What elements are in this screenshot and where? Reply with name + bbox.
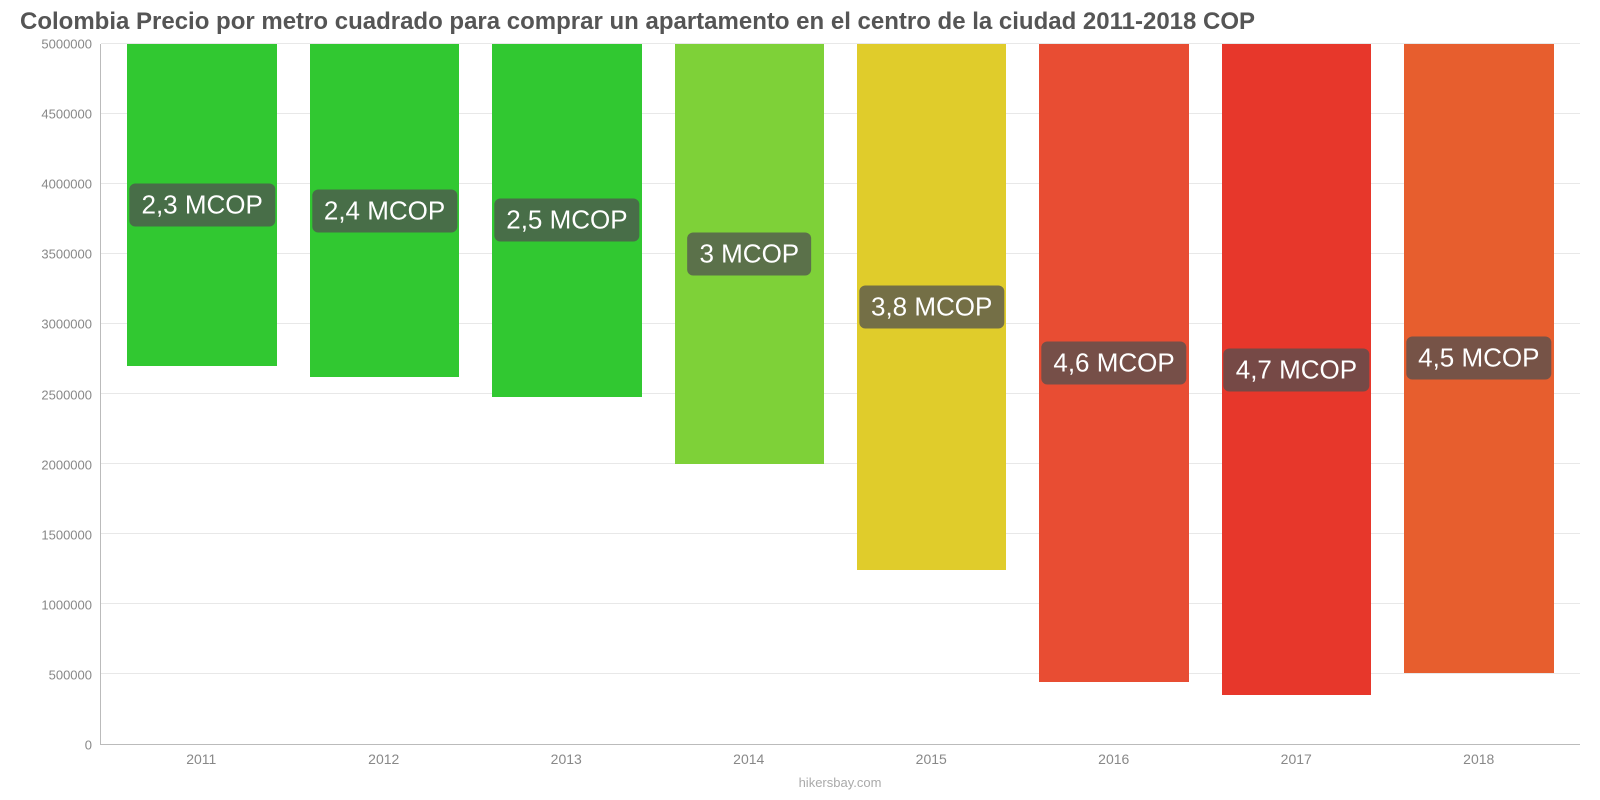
bar: 4,6 MCOP	[1039, 44, 1189, 682]
y-tick-label: 5000000	[22, 37, 92, 52]
y-tick-label: 4500000	[22, 107, 92, 122]
x-tick-label: 2013	[475, 745, 658, 773]
y-tick-label: 3000000	[22, 317, 92, 332]
y-tick-label: 1500000	[22, 527, 92, 542]
x-ticks: 20112012201320142015201620172018	[100, 745, 1580, 773]
bar: 2,3 MCOP	[127, 44, 277, 366]
bar-slot: 3,8 MCOP	[841, 44, 1023, 744]
chart-container: Colombia Precio por metro cuadrado para …	[0, 0, 1600, 800]
x-tick-label: 2011	[110, 745, 293, 773]
bar: 4,5 MCOP	[1404, 44, 1554, 673]
bar-slot: 2,3 MCOP	[111, 44, 293, 744]
bar-slot: 4,6 MCOP	[1023, 44, 1205, 744]
bar-value-label: 4,5 MCOP	[1406, 337, 1551, 380]
plot-area: 2,3 MCOP 2,4 MCOP 2,5 MCOP 3 MCOP 3,8 MCOP 4,…	[100, 44, 1580, 745]
y-tick-label: 2000000	[22, 457, 92, 472]
x-axis: 20112012201320142015201620172018	[20, 745, 1580, 773]
bars-group: 2,3 MCOP 2,4 MCOP 2,5 MCOP 3 MCOP 3,8 MCOP 4,…	[101, 44, 1580, 744]
bar-value-label: 4,6 MCOP	[1041, 342, 1186, 385]
bar-slot: 3 MCOP	[658, 44, 840, 744]
x-tick-label: 2017	[1205, 745, 1388, 773]
y-tick-label: 3500000	[22, 247, 92, 262]
bar-slot: 2,4 MCOP	[293, 44, 475, 744]
bar: 3 MCOP	[675, 44, 825, 464]
y-tick-label: 2500000	[22, 387, 92, 402]
x-tick-label: 2012	[293, 745, 476, 773]
bar-slot: 2,5 MCOP	[476, 44, 658, 744]
bar-value-label: 3,8 MCOP	[859, 286, 1004, 329]
plot-row: 0500000100000015000002000000250000030000…	[20, 44, 1580, 745]
source-credit: hikersbay.com	[20, 775, 1580, 790]
y-axis: 0500000100000015000002000000250000030000…	[20, 44, 100, 745]
x-tick-label: 2016	[1023, 745, 1206, 773]
y-tick-label: 500000	[22, 667, 92, 682]
bar-value-label: 2,5 MCOP	[494, 199, 639, 242]
bar-value-label: 4,7 MCOP	[1224, 348, 1369, 391]
bar-value-label: 2,3 MCOP	[129, 184, 274, 227]
x-tick-label: 2015	[840, 745, 1023, 773]
bar: 4,7 MCOP	[1222, 44, 1372, 695]
bar: 2,4 MCOP	[310, 44, 460, 377]
chart-title: Colombia Precio por metro cuadrado para …	[20, 8, 1580, 36]
x-tick-label: 2014	[658, 745, 841, 773]
bar-value-label: 2,4 MCOP	[312, 189, 457, 232]
bar: 2,5 MCOP	[492, 44, 642, 397]
y-tick-label: 4000000	[22, 177, 92, 192]
bar-slot: 4,7 MCOP	[1205, 44, 1387, 744]
bar-slot: 4,5 MCOP	[1388, 44, 1570, 744]
bar: 3,8 MCOP	[857, 44, 1007, 570]
x-tick-label: 2018	[1388, 745, 1571, 773]
plot-outer: 0 500000 1000000 1500000 2000000 2500000 30000…	[20, 44, 1580, 790]
y-tick-label: 1000000	[22, 597, 92, 612]
bar-value-label: 3 MCOP	[687, 233, 811, 276]
y-tick-label: 0	[22, 738, 92, 753]
